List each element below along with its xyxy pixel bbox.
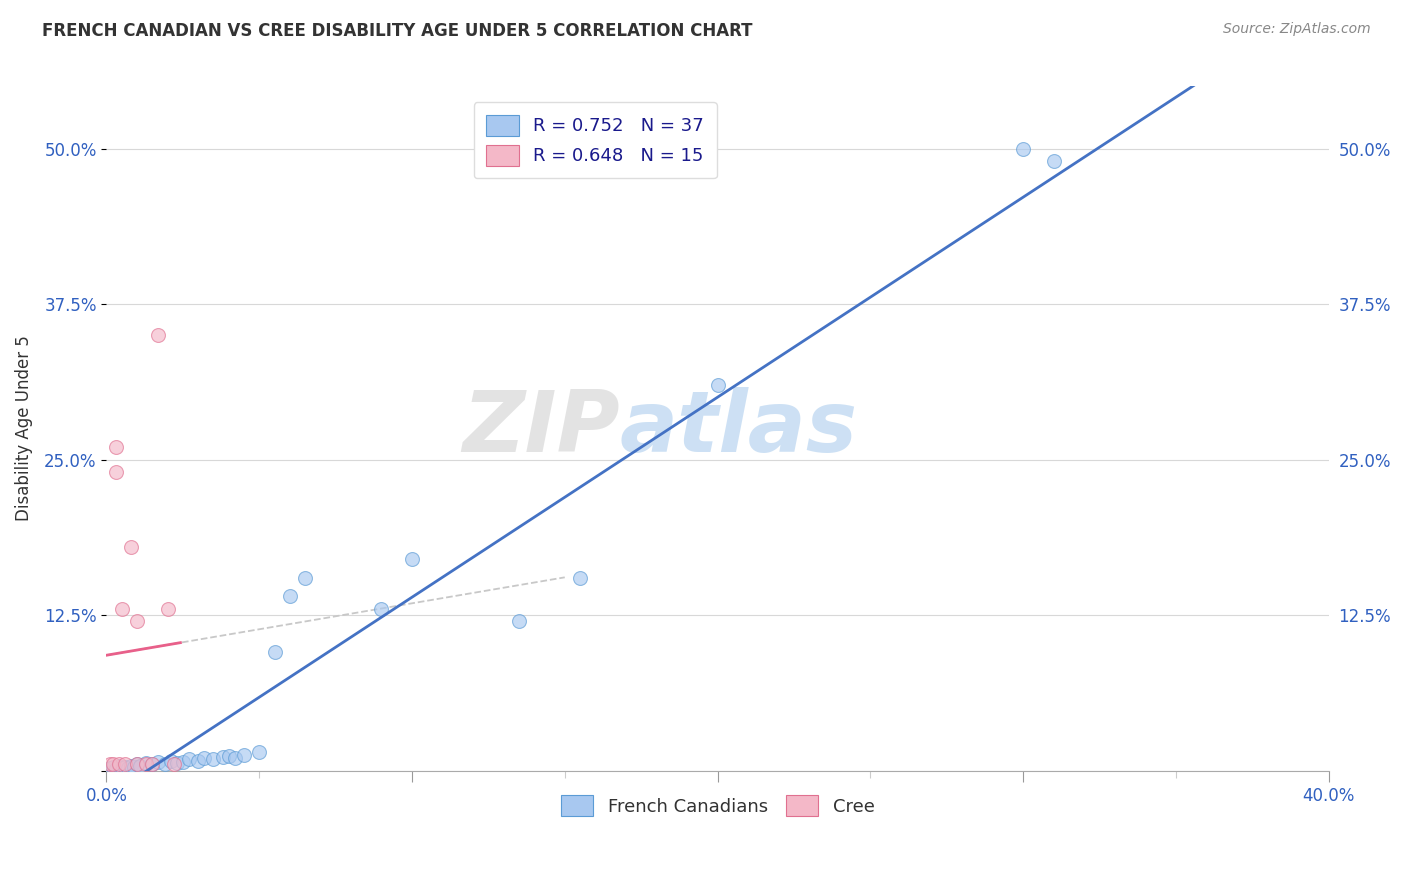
Point [107, 758, 129, 772]
Point [172, 755, 194, 769]
Point [159, 754, 181, 768]
Legend: French Canadians, Cree: French Canadians, Cree [554, 788, 882, 823]
Point [202, 752, 225, 766]
Point [233, 747, 256, 762]
Point [508, 615, 530, 629]
Point [107, 757, 129, 772]
Point [98, 757, 121, 772]
Y-axis label: Disability Age Under 5: Disability Age Under 5 [15, 335, 32, 522]
Text: Source: ZipAtlas.com: Source: ZipAtlas.com [1223, 22, 1371, 37]
Point [141, 757, 163, 772]
Point [163, 757, 186, 772]
Point [211, 750, 233, 764]
Point [141, 757, 163, 772]
Point [401, 552, 423, 566]
Point [114, 760, 136, 774]
Text: FRENCH CANADIAN VS CREE DISABILITY AGE UNDER 5 CORRELATION CHART: FRENCH CANADIAN VS CREE DISABILITY AGE U… [42, 22, 752, 40]
Point [156, 602, 179, 616]
Point [135, 757, 157, 772]
Point [263, 645, 285, 659]
Point [294, 571, 316, 585]
Point [120, 758, 142, 772]
Point [187, 754, 209, 768]
Point [122, 760, 145, 774]
Point [1012, 142, 1035, 156]
Point [148, 755, 170, 769]
Point [125, 757, 148, 772]
Point [193, 751, 215, 765]
Point [370, 602, 392, 616]
Point [129, 758, 152, 772]
Point [148, 328, 170, 343]
Point [117, 761, 139, 775]
Point [153, 757, 176, 772]
Point [111, 602, 134, 616]
Text: ZIP: ZIP [463, 387, 620, 470]
Point [104, 465, 127, 479]
Point [125, 615, 148, 629]
Text: atlas: atlas [620, 387, 858, 470]
Point [569, 571, 592, 585]
Point [278, 590, 301, 604]
Point [111, 761, 134, 775]
Point [247, 745, 270, 759]
Point [98, 761, 121, 775]
Point [224, 751, 246, 765]
Point [104, 440, 127, 454]
Point [166, 756, 188, 771]
Point [114, 757, 136, 772]
Point [1042, 154, 1064, 169]
Point [135, 756, 157, 771]
Point [125, 757, 148, 772]
Point [101, 757, 124, 772]
Point [101, 760, 124, 774]
Point [104, 763, 127, 777]
Point [218, 748, 240, 763]
Point [120, 540, 142, 554]
Point [177, 752, 200, 766]
Point [706, 378, 728, 392]
